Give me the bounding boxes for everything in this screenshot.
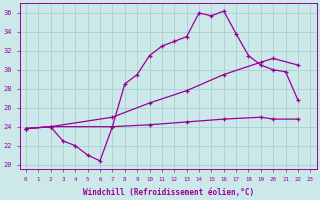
X-axis label: Windchill (Refroidissement éolien,°C): Windchill (Refroidissement éolien,°C) xyxy=(83,188,254,197)
